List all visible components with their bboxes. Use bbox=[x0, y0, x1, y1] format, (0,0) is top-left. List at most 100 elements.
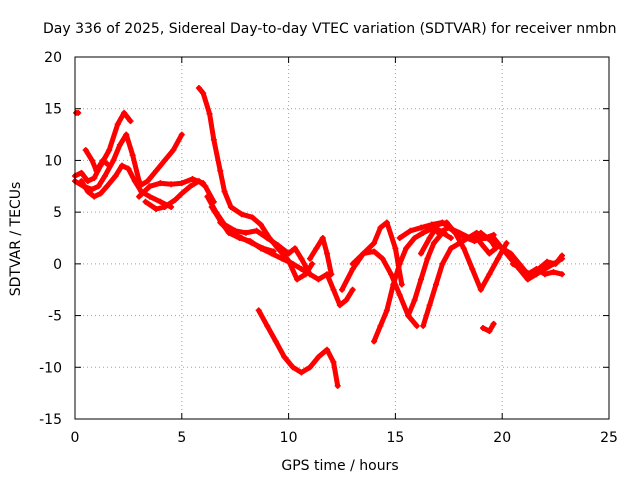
data-point-marker bbox=[319, 235, 326, 241]
data-point-marker bbox=[279, 255, 286, 262]
data-point-marker bbox=[168, 181, 175, 188]
data-point-marker bbox=[259, 245, 266, 252]
data-point-marker bbox=[91, 193, 98, 200]
x-axis-label: GPS time / hours bbox=[281, 458, 398, 474]
data-point-marker bbox=[84, 188, 91, 195]
data-point-marker bbox=[559, 252, 566, 259]
data-point-marker bbox=[407, 227, 414, 234]
series-line bbox=[371, 225, 447, 344]
data-point-marker bbox=[178, 131, 185, 138]
data-point-marker bbox=[249, 214, 256, 221]
data-point-marker bbox=[153, 167, 160, 174]
data-point-marker bbox=[371, 240, 378, 247]
data-point-marker bbox=[204, 193, 211, 200]
data-point-marker bbox=[257, 221, 264, 228]
data-point-marker bbox=[136, 183, 143, 190]
data-point-marker bbox=[499, 245, 506, 252]
series-arc-13 bbox=[285, 245, 356, 309]
data-point-marker bbox=[289, 260, 296, 267]
data-point-marker bbox=[486, 271, 493, 278]
data-point-marker bbox=[428, 221, 435, 228]
series-line bbox=[256, 307, 341, 389]
data-point-marker bbox=[294, 276, 301, 283]
data-point-marker bbox=[447, 245, 454, 252]
data-point-marker bbox=[339, 286, 345, 293]
data-point-marker bbox=[313, 245, 320, 252]
data-point-marker bbox=[315, 276, 322, 283]
data-point-marker bbox=[249, 240, 256, 247]
data-point-marker bbox=[559, 271, 566, 278]
x-tick-label: 5 bbox=[177, 430, 186, 446]
data-point-marker bbox=[526, 271, 533, 278]
data-point-marker bbox=[426, 235, 433, 241]
data-point-marker bbox=[146, 183, 153, 190]
data-point-marker bbox=[270, 248, 277, 255]
y-tick-label: 5 bbox=[53, 205, 62, 221]
y-tick-label: -5 bbox=[48, 309, 62, 325]
data-point-marker bbox=[161, 157, 168, 164]
data-point-marker bbox=[377, 224, 384, 231]
x-tick-label: 10 bbox=[280, 430, 298, 446]
data-point-marker bbox=[89, 186, 96, 193]
data-point-marker bbox=[456, 229, 463, 236]
plot-area-frame bbox=[74, 56, 610, 420]
data-point-marker bbox=[477, 240, 484, 247]
data-point-marker bbox=[292, 245, 299, 252]
series-arc-01 bbox=[72, 109, 134, 185]
data-point-marker bbox=[187, 183, 194, 190]
data-point-marker bbox=[217, 167, 224, 174]
data-point-marker bbox=[486, 328, 493, 335]
data-point-marker bbox=[272, 338, 279, 345]
data-point-marker bbox=[411, 235, 418, 241]
data-point-marker bbox=[541, 266, 548, 273]
data-point-marker bbox=[418, 250, 425, 257]
data-point-marker bbox=[315, 353, 322, 360]
series-arc-16 bbox=[349, 248, 420, 329]
data-point-marker bbox=[420, 229, 427, 236]
data-point-marker bbox=[178, 180, 185, 187]
data-point-marker bbox=[460, 245, 467, 252]
y-tick-label: -10 bbox=[39, 360, 62, 376]
axis-ticks: 0 5 10 15 20 25 -15 -10 -5 0 5 10 15 20 bbox=[39, 50, 618, 446]
data-point-marker bbox=[383, 219, 390, 226]
data-point-marker bbox=[336, 302, 343, 309]
data-point-marker bbox=[396, 291, 403, 298]
data-point-marker bbox=[447, 235, 454, 241]
data-point-marker bbox=[238, 211, 245, 218]
series-arc-12 bbox=[255, 307, 341, 389]
data-point-marker bbox=[388, 271, 395, 278]
data-point-marker bbox=[507, 250, 514, 257]
data-point-marker bbox=[238, 235, 245, 241]
data-point-marker bbox=[324, 346, 331, 353]
data-point-marker bbox=[106, 147, 113, 154]
series-line bbox=[307, 235, 334, 277]
series-arc-26 bbox=[479, 320, 497, 335]
data-point-marker bbox=[131, 178, 138, 185]
y-tick-label: 0 bbox=[53, 257, 62, 273]
data-point-marker bbox=[383, 307, 390, 314]
data-point-marker bbox=[157, 180, 164, 187]
data-point-marker bbox=[443, 219, 450, 226]
data-point-marker bbox=[424, 255, 431, 262]
series-arc-07 bbox=[142, 178, 217, 213]
data-point-marker bbox=[371, 338, 378, 345]
data-point-marker bbox=[75, 109, 82, 116]
data-point-marker bbox=[106, 162, 113, 169]
series-arc-08 bbox=[195, 85, 316, 283]
data-point-marker bbox=[377, 322, 384, 329]
y-tick-label: 20 bbox=[44, 50, 62, 66]
data-point-marker bbox=[306, 364, 313, 371]
data-point-marker bbox=[217, 219, 224, 226]
data-point-marker bbox=[242, 229, 249, 236]
data-point-marker bbox=[435, 229, 442, 236]
data-point-marker bbox=[379, 255, 386, 262]
data-point-marker bbox=[396, 235, 403, 241]
data-point-marker bbox=[445, 224, 452, 231]
data-point-marker bbox=[484, 235, 491, 241]
grid-lines bbox=[75, 57, 609, 419]
data-point-marker bbox=[541, 271, 548, 278]
data-point-marker bbox=[264, 322, 271, 329]
series-arc-03 bbox=[78, 162, 175, 210]
series-arc-25 bbox=[509, 252, 566, 278]
